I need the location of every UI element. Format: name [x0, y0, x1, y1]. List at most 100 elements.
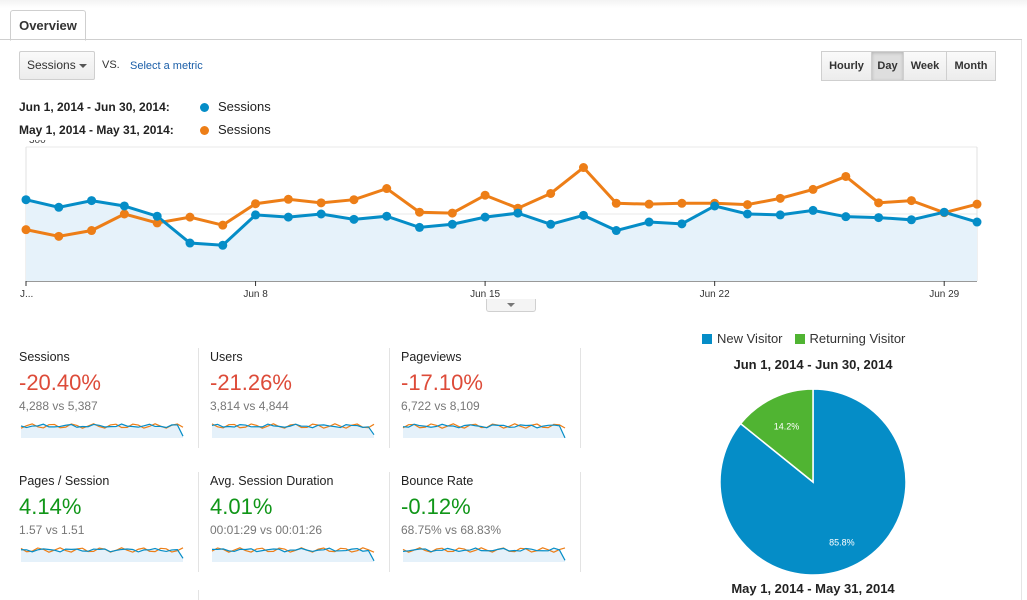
previous-point: [119, 209, 129, 219]
current-point: [972, 217, 982, 227]
sparkline-previous: [20, 423, 184, 429]
metric-select-value: Sessions: [27, 58, 76, 72]
day-button[interactable]: Day: [871, 51, 904, 81]
current-point: [54, 202, 64, 212]
metric-sparkline: [211, 423, 375, 438]
pie-legend-new-visitor: New Visitor: [717, 331, 783, 346]
select-metric-link[interactable]: Select a metric: [130, 60, 203, 72]
current-point: [939, 207, 949, 217]
week-button[interactable]: Week: [903, 51, 947, 81]
current-point: [87, 196, 97, 206]
previous-point: [316, 198, 326, 208]
sparkline-current: [211, 423, 375, 436]
metric-comparison: 3,814 vs 4,844: [210, 399, 289, 413]
tab-underline: [0, 39, 1022, 40]
sparkline-current: [402, 547, 566, 561]
card-divider: [580, 472, 581, 572]
x-tick-label: Jun 22: [700, 289, 730, 300]
legend-previous-dot: [200, 126, 209, 135]
previous-point: [546, 188, 556, 198]
metric-card[interactable]: Sessions -20.40% 4,288 vs 5,387: [19, 350, 199, 460]
metric-sparkline: [402, 547, 566, 562]
metric-name: Bounce Rate: [401, 474, 474, 488]
previous-point: [218, 220, 228, 230]
granularity-buttons: Hourly Day Week Month: [821, 51, 996, 81]
current-point: [218, 240, 228, 250]
metric-name: Pages / Session: [19, 474, 110, 488]
metric-comparison: 4,288 vs 5,387: [19, 399, 98, 413]
legend-current-dot: [200, 103, 209, 112]
previous-point: [841, 171, 851, 181]
previous-point: [447, 208, 457, 218]
triangle-down-icon: [507, 303, 515, 307]
previous-point: [775, 193, 785, 203]
metric-comparison: 6,722 vs 8,109: [401, 399, 480, 413]
current-point: [283, 212, 293, 222]
previous-point: [644, 199, 654, 209]
metric-card[interactable]: Pages / Session 4.14% 1.57 vs 1.51: [19, 474, 199, 584]
collapse-chart-handle[interactable]: [486, 299, 536, 312]
previous-point: [415, 207, 425, 217]
metric-card[interactable]: Bounce Rate -0.12% 68.75% vs 68.83%: [401, 474, 581, 584]
metric-card[interactable]: Avg. Session Duration 4.01% 00:01:29 vs 00…: [210, 474, 390, 584]
metric-name: Avg. Session Duration: [210, 474, 334, 488]
right-divider: [1021, 40, 1022, 600]
current-point: [447, 219, 457, 229]
current-point: [415, 222, 425, 232]
chevron-down-icon: [79, 64, 87, 68]
metric-card[interactable]: Users -21.26% 3,814 vs 4,844: [210, 350, 390, 460]
tab-overview[interactable]: Overview: [10, 10, 86, 41]
previous-sessions-line: [25, 165, 978, 238]
sparkline-current: [20, 547, 184, 559]
metric-comparison: 00:01:29 vs 00:01:26: [210, 523, 323, 537]
legend-previous-range: May 1, 2014 - May 31, 2014:: [19, 123, 174, 137]
pie-legend-returning-visitor: Returning Visitor: [809, 331, 906, 346]
y-tick-label: 300: [29, 140, 46, 146]
previous-point: [742, 200, 752, 210]
metric-card[interactable]: Pageviews -17.10% 6,722 vs 8,109: [401, 350, 581, 460]
metric-select[interactable]: Sessions: [19, 51, 95, 80]
legend-current-range: Jun 1, 2014 - Jun 30, 2014:: [19, 100, 170, 114]
pie-slice: [739, 388, 814, 484]
metric-sparkline: [20, 423, 184, 438]
pie-legend: New Visitor Returning Visitor: [702, 331, 905, 346]
current-point: [808, 205, 818, 215]
current-point: [874, 213, 884, 223]
previous-point: [874, 198, 884, 208]
legend-current: Jun 1, 2014 - Jun 30, 2014: Sessions: [19, 99, 271, 114]
pie-title-current: Jun 1, 2014 - Jun 30, 2014: [733, 357, 893, 372]
hourly-button[interactable]: Hourly: [821, 51, 872, 81]
metric-change: 4.14%: [19, 494, 82, 519]
metric-change: -0.12%: [401, 494, 471, 519]
current-sessions-line: [25, 198, 978, 247]
sparkline-current: [402, 423, 566, 439]
metric-comparison: 1.57 vs 1.51: [19, 523, 85, 537]
previous-point: [87, 226, 97, 236]
pie-legend-swatch-returning: [794, 333, 805, 344]
current-point: [611, 226, 621, 236]
metric-change: -21.26%: [210, 370, 292, 395]
metric-name: Users: [210, 350, 243, 364]
metric-sparkline: [20, 547, 184, 562]
current-point: [251, 210, 261, 220]
previous-point: [611, 198, 621, 208]
card-divider: [198, 348, 199, 448]
current-point: [316, 209, 326, 219]
card-divider: [389, 348, 390, 448]
current-point: [906, 215, 916, 225]
visitor-pie-chart[interactable]: 85.8% 14.2%: [713, 382, 913, 582]
pie-legend-swatch-new: [702, 333, 712, 344]
top-shadow: [0, 0, 1027, 8]
card-divider: [198, 472, 199, 572]
current-point: [185, 238, 195, 248]
previous-point: [906, 196, 916, 206]
metric-sparkline: [211, 547, 375, 562]
month-button[interactable]: Month: [946, 51, 996, 81]
legend-previous: May 1, 2014 - May 31, 2014: Sessions: [19, 122, 271, 137]
metric-name: Pageviews: [401, 350, 462, 364]
previous-point: [21, 225, 31, 235]
x-tick-label: J...: [20, 289, 33, 300]
sparkline-current: [211, 547, 375, 562]
metric-change: -17.10%: [401, 370, 483, 395]
